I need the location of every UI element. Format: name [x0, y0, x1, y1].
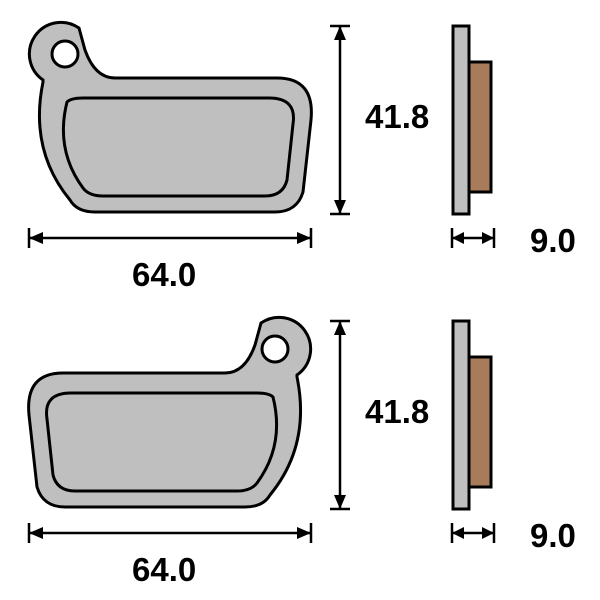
label-height-bottom: 41.8 — [365, 393, 429, 431]
dim-thickness-bottom — [446, 523, 500, 551]
dim-width-bottom — [25, 523, 315, 551]
dim-height-top — [330, 20, 360, 220]
label-thickness-top: 9.0 — [530, 222, 576, 260]
pad-bottom-side-view — [450, 315, 496, 515]
pad-top-front-view — [25, 20, 315, 220]
label-width-top: 64.0 — [132, 256, 196, 294]
pad-top-side-view — [450, 20, 496, 220]
label-width-bottom: 64.0 — [132, 551, 196, 589]
label-height-top: 41.8 — [365, 98, 429, 136]
dim-thickness-top — [446, 228, 500, 256]
dim-width-top — [25, 228, 315, 256]
pad-bottom-front-view — [25, 315, 315, 515]
label-thickness-bottom: 9.0 — [530, 517, 576, 555]
diagram-container: 41.8 64.0 9.0 41.8 — [0, 0, 600, 600]
dim-height-bottom — [330, 315, 360, 515]
